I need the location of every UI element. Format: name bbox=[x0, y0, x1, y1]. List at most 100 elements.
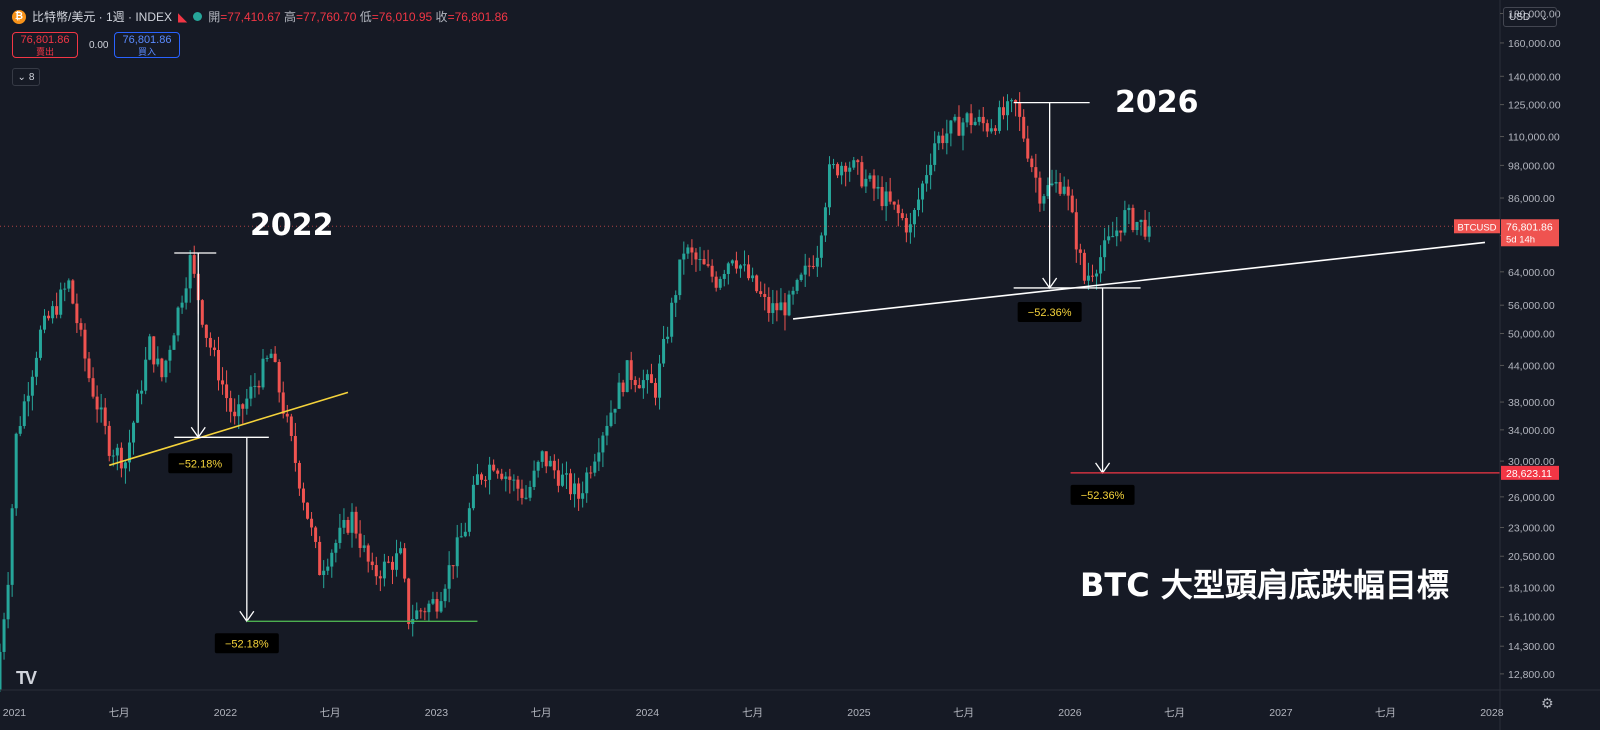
candle-body bbox=[245, 398, 249, 409]
price-axis-bg bbox=[1500, 0, 1600, 730]
indicator-collapse-button[interactable]: ⌄ 8 bbox=[12, 68, 40, 86]
candle-body bbox=[751, 275, 755, 279]
price-tag-text: 76,801.86 bbox=[1506, 221, 1553, 233]
candle-body bbox=[1058, 181, 1062, 194]
candle-body bbox=[593, 461, 597, 473]
candles bbox=[0, 92, 1151, 692]
candle-body bbox=[43, 315, 47, 330]
candle-body bbox=[633, 379, 637, 386]
candle-body bbox=[1042, 196, 1046, 204]
candle-body bbox=[233, 411, 237, 417]
price-tag-bg bbox=[1501, 219, 1559, 247]
bitcoin-icon: ₿ bbox=[12, 9, 26, 24]
pct-2026-top: −52.36% bbox=[1017, 301, 1082, 322]
x-tick-label: 2026 bbox=[1058, 707, 1082, 719]
candle-body bbox=[1006, 101, 1010, 116]
candle-body bbox=[1143, 219, 1147, 237]
candle-body bbox=[492, 464, 496, 471]
annotations: −52.18% −52.18% −52.36% −52.36% bbox=[0, 101, 1500, 654]
symbol-name[interactable]: 比特幣/美元 · 1週 · INDEX bbox=[32, 10, 173, 24]
candle-body bbox=[1131, 207, 1135, 230]
candle-body bbox=[706, 264, 710, 266]
candle-body bbox=[83, 329, 87, 359]
candle-body bbox=[1099, 257, 1103, 274]
y-tick-label: 23,000.00 bbox=[1508, 522, 1555, 534]
candle-body bbox=[722, 273, 726, 279]
candle-body bbox=[1001, 107, 1005, 116]
candle-body bbox=[763, 294, 767, 297]
candle-body bbox=[556, 470, 560, 486]
candle-body bbox=[892, 201, 896, 205]
candle-body bbox=[342, 519, 346, 528]
gear-icon[interactable]: ⚙ bbox=[1541, 695, 1554, 711]
ohlc-values: 開=77,410.67 高=77,760.70 低=76,010.95 收=76… bbox=[208, 8, 508, 25]
candle-body bbox=[573, 483, 577, 495]
candle-body bbox=[532, 470, 536, 487]
candle-body bbox=[326, 566, 330, 571]
candle-body bbox=[51, 306, 55, 319]
candle-body bbox=[0, 651, 2, 690]
buy-label: 買入 bbox=[137, 47, 156, 57]
candle-body bbox=[253, 385, 257, 387]
candle-body bbox=[597, 452, 601, 462]
y-tick-label: 18,100.00 bbox=[1508, 582, 1555, 594]
candle-body bbox=[1127, 207, 1131, 211]
x-tick-label: 七月 bbox=[953, 707, 974, 719]
candle-body bbox=[641, 380, 645, 389]
sell-button[interactable]: 76,801.86 賣出 bbox=[12, 32, 78, 58]
chevron-down-icon: ⌄ bbox=[1540, 11, 1549, 23]
candle-body bbox=[520, 488, 524, 498]
x-tick-label: 2025 bbox=[847, 707, 871, 719]
candle-body bbox=[378, 576, 382, 579]
candle-body bbox=[488, 464, 492, 480]
candle-body bbox=[415, 610, 419, 620]
candle-body bbox=[726, 263, 730, 274]
candle-body bbox=[536, 461, 540, 471]
candle-body bbox=[435, 599, 439, 612]
candle-body bbox=[200, 300, 204, 325]
candle-body bbox=[993, 128, 997, 131]
candle-body bbox=[403, 548, 407, 579]
candle-body bbox=[221, 380, 225, 385]
candle-body bbox=[484, 479, 488, 481]
candle-body bbox=[803, 265, 807, 275]
candle-body bbox=[71, 280, 75, 304]
candle-body bbox=[1082, 252, 1086, 281]
candle-body bbox=[338, 527, 342, 543]
candle-body bbox=[1078, 249, 1082, 253]
candle-body bbox=[860, 162, 864, 187]
candle-body bbox=[75, 303, 79, 324]
candle-body bbox=[281, 392, 285, 414]
candle-body bbox=[184, 288, 188, 303]
x-tick-label: 七月 bbox=[1375, 707, 1396, 719]
pct-2022-bottom-bg bbox=[214, 633, 279, 654]
candle-body bbox=[297, 462, 301, 489]
candle-body bbox=[601, 435, 605, 453]
candle-body bbox=[99, 407, 103, 410]
y-tick-label: 20,500.00 bbox=[1508, 551, 1555, 563]
candle-body bbox=[1139, 219, 1143, 222]
candle-body bbox=[921, 183, 925, 200]
candle-body bbox=[475, 474, 479, 485]
candle-body bbox=[653, 382, 657, 398]
candle-body bbox=[645, 374, 649, 381]
candle-body bbox=[212, 347, 216, 350]
pct-2026-bottom-bg bbox=[1070, 484, 1135, 505]
currency-select[interactable]: USD ⌄ bbox=[1503, 7, 1557, 27]
candle-body bbox=[354, 511, 358, 534]
candle-body bbox=[208, 337, 212, 348]
buy-price: 76,801.86 bbox=[122, 34, 172, 46]
candle-body bbox=[306, 502, 310, 519]
y-tick-label: 98,000.00 bbox=[1508, 160, 1555, 172]
close-value: =76,801.86 bbox=[447, 10, 508, 24]
countdown-text: 5d 14h bbox=[1506, 234, 1535, 245]
candle-body bbox=[1086, 275, 1090, 281]
buy-button[interactable]: 76,801.86 買入 bbox=[114, 32, 180, 58]
candle-body bbox=[674, 295, 678, 303]
target-tag-text: 28,623.11 bbox=[1506, 468, 1552, 480]
symbol-tag-text: BTCUSD bbox=[1457, 222, 1496, 233]
currency-value: USD bbox=[1509, 11, 1531, 23]
flag-icon[interactable]: ◣ bbox=[178, 9, 188, 24]
